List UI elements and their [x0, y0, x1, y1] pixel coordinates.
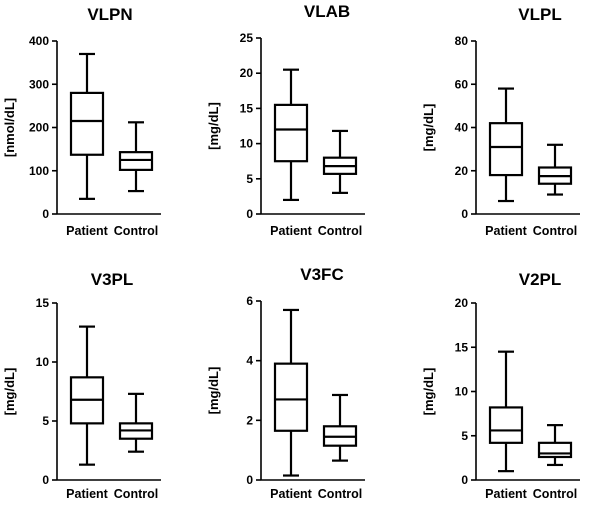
- panel-6-y-tick-label: 20: [455, 296, 469, 310]
- panel-6-category-label-control: Control: [533, 487, 577, 501]
- panel-4-y-tick-label: 10: [36, 355, 50, 369]
- panel-1-y-axis-label: [nmol/dL]: [2, 98, 17, 157]
- panel-1-category-label-control: Control: [114, 224, 158, 238]
- panel-3-y-tick-label: 40: [455, 121, 469, 135]
- panel-1-y-tick-label: 100: [29, 164, 49, 178]
- panel-2-y-axis-label: [mg/dL]: [206, 102, 221, 150]
- panel-2-category-label-patient: Patient: [270, 224, 313, 238]
- panel-6-y-axis-label: [mg/dL]: [421, 368, 436, 416]
- panel-6-control-iqr-box: [537, 441, 573, 459]
- panel-1-y-tick-label: 200: [29, 121, 49, 135]
- panel-6-patient-iqr-box: [488, 406, 524, 444]
- panel-6-y-tick-label: 0: [461, 473, 468, 487]
- panel-3-title: VLPL: [518, 5, 561, 24]
- panel-2-y-tick-label: 5: [246, 172, 253, 186]
- panel-5-title: V3FC: [300, 265, 343, 284]
- panel-4-y-tick-label: 0: [42, 473, 49, 487]
- panel-5-category-label-control: Control: [318, 487, 362, 501]
- panel-4-category-label-control: Control: [114, 487, 158, 501]
- panel-4-y-tick-label: 5: [42, 414, 49, 428]
- panel-1-category-label-patient: Patient: [66, 224, 109, 238]
- panel-3-y-tick-label: 60: [455, 77, 469, 91]
- panel-6-y-tick-label: 10: [455, 385, 469, 399]
- panel-1-y-tick-label: 400: [29, 34, 49, 48]
- panel-3-category-label-patient: Patient: [485, 224, 528, 238]
- panel-2-y-tick-label: 25: [240, 31, 254, 45]
- panel-5-y-tick-label: 0: [246, 473, 253, 487]
- panel-3-category-label-control: Control: [533, 224, 577, 238]
- panel-1-title: VLPN: [87, 5, 132, 24]
- panel-6-y-tick-label: 15: [455, 340, 469, 354]
- panel-3-y-tick-label: 0: [461, 207, 468, 221]
- panel-3-y-tick-label: 80: [455, 34, 469, 48]
- panel-5-category-label-patient: Patient: [270, 487, 313, 501]
- panel-6-title: V2PL: [519, 270, 562, 289]
- panel-4-title: V3PL: [91, 270, 134, 289]
- panel-5-y-tick-label: 4: [246, 354, 253, 368]
- panel-4-y-tick-label: 15: [36, 296, 50, 310]
- panel-4-y-axis-label: [mg/dL]: [2, 368, 17, 416]
- panel-5-y-axis-label: [mg/dL]: [206, 367, 221, 415]
- panel-1-y-tick-label: 0: [42, 207, 49, 221]
- panel-2-y-tick-label: 10: [240, 137, 254, 151]
- panel-2-y-tick-label: 0: [246, 207, 253, 221]
- panel-2-category-label-control: Control: [318, 224, 362, 238]
- panel-2-y-tick-label: 20: [240, 66, 254, 80]
- panel-3-y-tick-label: 20: [455, 164, 469, 178]
- panel-2-patient-iqr-box: [273, 103, 309, 163]
- panel-1-y-tick-label: 300: [29, 77, 49, 91]
- panel-3-y-axis-label: [mg/dL]: [421, 104, 436, 152]
- panel-6-y-tick-label: 5: [461, 429, 468, 443]
- panel-5-y-tick-label: 2: [246, 413, 253, 427]
- panel-5-y-tick-label: 6: [246, 294, 253, 308]
- panel-6-category-label-patient: Patient: [485, 487, 528, 501]
- panel-1-patient-iqr-box: [69, 91, 105, 156]
- panel-5-patient-iqr-box: [273, 362, 309, 432]
- panel-2-y-tick-label: 15: [240, 101, 254, 115]
- panel-3-patient-iqr-box: [488, 122, 524, 177]
- panel-4-category-label-patient: Patient: [66, 487, 109, 501]
- panel-2-title: VLAB: [304, 2, 350, 21]
